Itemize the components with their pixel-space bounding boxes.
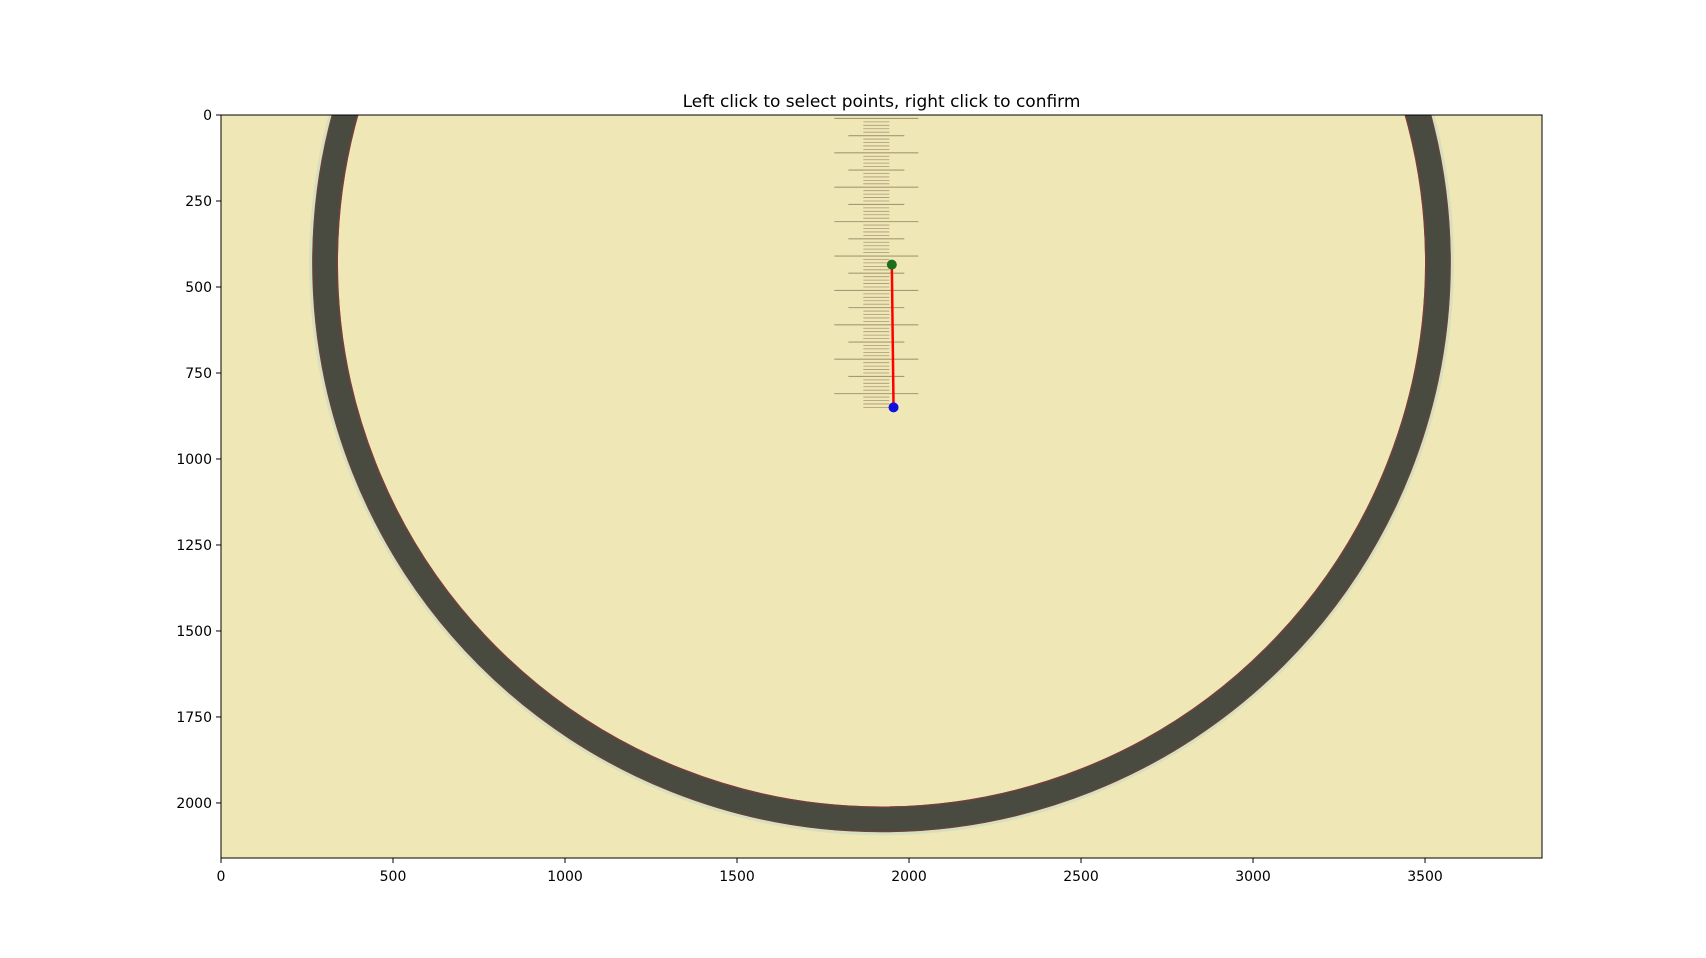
ring-outer-edge <box>312 115 1451 832</box>
scale-ruler <box>834 117 919 408</box>
x-tick-label: 1500 <box>719 869 755 885</box>
measurement-line <box>890 264 895 408</box>
y-tick-label: 1250 <box>176 538 212 554</box>
ring-outer-glow <box>309 115 1454 836</box>
y-tick-label: 500 <box>185 280 212 296</box>
y-tick-label: 750 <box>185 366 212 382</box>
axes-frame <box>220 114 1543 859</box>
ring-band <box>312 115 1451 833</box>
y-tick-label: 1750 <box>176 710 212 726</box>
plot-title: Left click to select points, right click… <box>683 92 1081 112</box>
selected-point-start[interactable] <box>886 259 897 270</box>
microscope-image[interactable] <box>221 0 1542 858</box>
x-tick-label: 3500 <box>1407 869 1443 885</box>
x-tick-label: 500 <box>380 869 407 885</box>
y-axis: 0 250 500 750 1000 1250 1500 1750 2000 <box>176 108 221 812</box>
y-tick-label: 250 <box>185 194 212 210</box>
y-tick-label: 0 <box>203 108 212 124</box>
x-tick-label: 2000 <box>891 869 927 885</box>
y-tick-label: 1500 <box>176 624 212 640</box>
image-background <box>221 115 1542 858</box>
x-axis: 0 500 1000 1500 2000 2500 3000 3500 <box>217 858 1443 885</box>
selected-point-end[interactable] <box>888 402 899 413</box>
x-tick-label: 0 <box>217 869 226 885</box>
x-tick-label: 1000 <box>547 869 583 885</box>
y-tick-label: 1000 <box>176 452 212 468</box>
ring-inner-edge <box>336 115 1427 808</box>
selection-overlay <box>886 259 899 413</box>
x-tick-label: 3000 <box>1235 869 1271 885</box>
x-tick-label: 2500 <box>1063 869 1099 885</box>
y-tick-label: 2000 <box>176 796 212 812</box>
